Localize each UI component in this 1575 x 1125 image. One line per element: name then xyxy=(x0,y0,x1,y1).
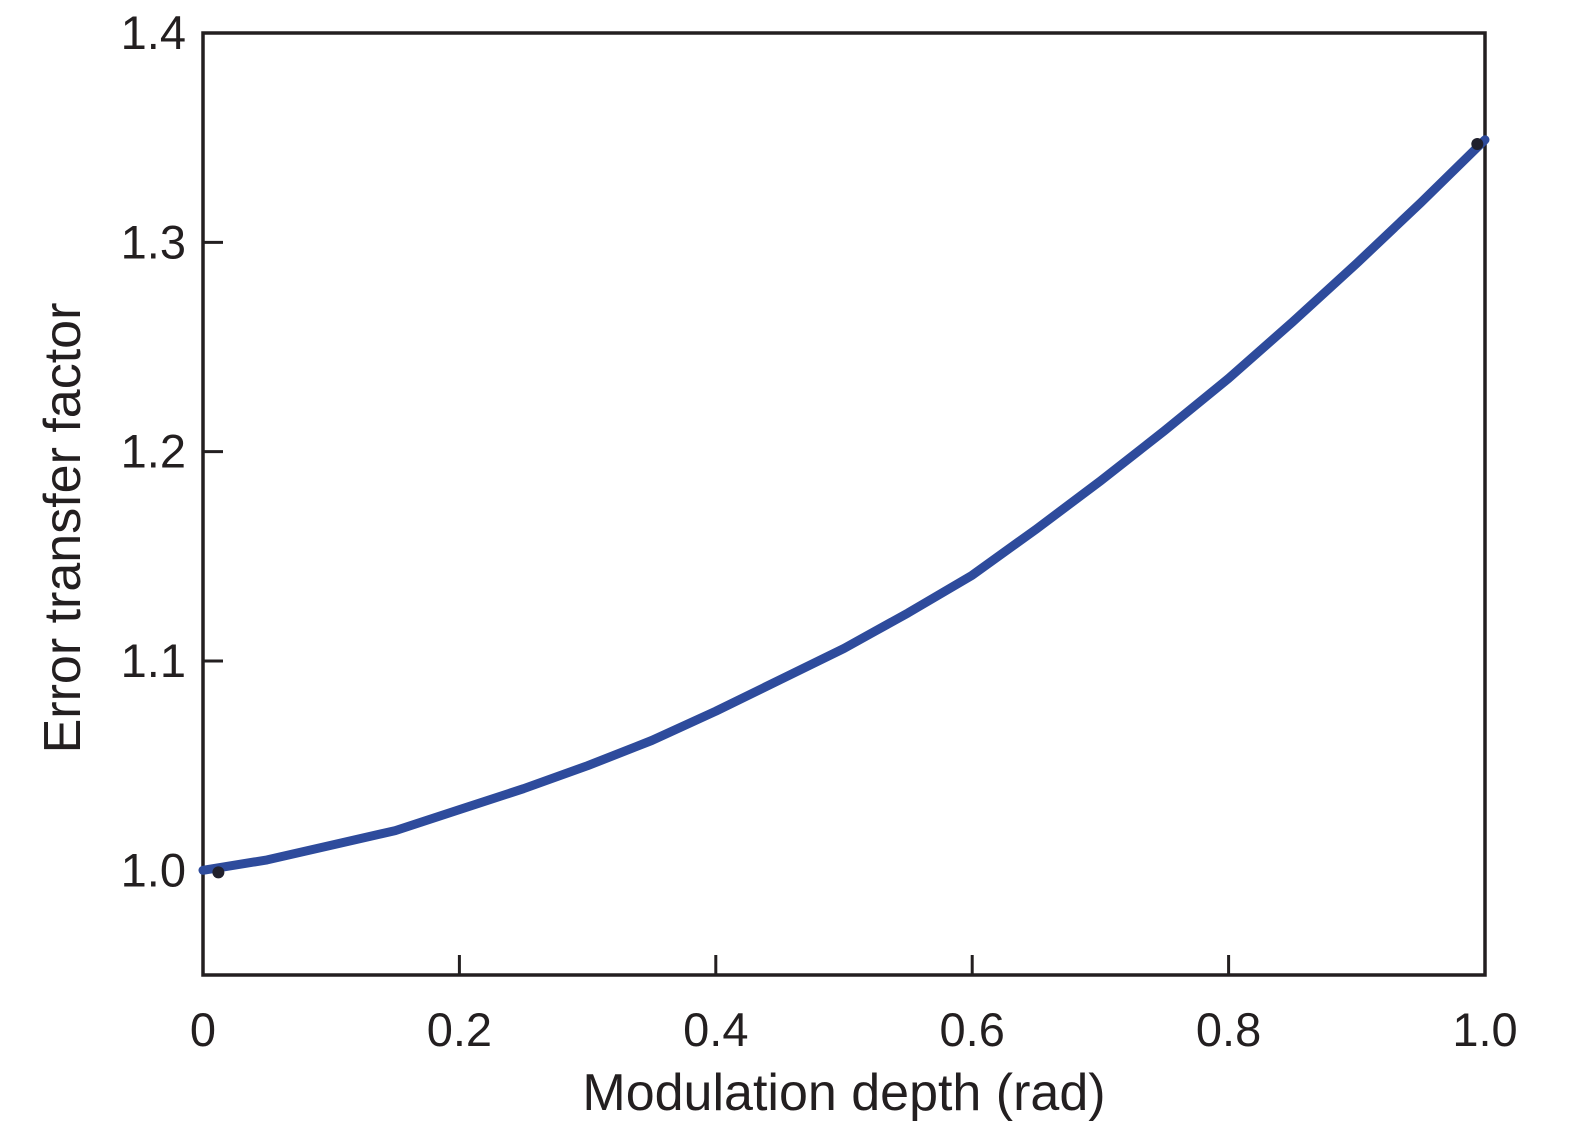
y-tick-label: 1.1 xyxy=(121,634,186,687)
endpoint-markers xyxy=(212,137,1484,879)
y-tick-label: 1.2 xyxy=(121,425,186,478)
x-tick-label: 0 xyxy=(190,1003,216,1056)
endpoint-marker xyxy=(212,866,225,879)
y-tick-label: 1.0 xyxy=(121,843,186,896)
x-axis-label: Modulation depth (rad) xyxy=(582,1064,1105,1122)
data-curve xyxy=(198,135,1490,875)
x-axis-tick-labels: 0 0.2 0.4 0.6 0.8 1.0 xyxy=(190,1003,1518,1056)
endpoint-marker xyxy=(1471,137,1484,150)
x-tick-label: 0.4 xyxy=(683,1003,748,1056)
y-axis-label: Error transfer factor xyxy=(34,303,92,754)
x-tick-label: 0.2 xyxy=(427,1003,492,1056)
x-tick-label: 0.8 xyxy=(1196,1003,1261,1056)
x-axis-ticks xyxy=(201,955,1487,975)
y-tick-label: 1.4 xyxy=(121,6,186,59)
x-tick-label: 0.6 xyxy=(940,1003,1005,1056)
y-axis-tick-labels: 1.0 1.1 1.2 1.3 1.4 xyxy=(121,6,186,896)
y-axis-ticks xyxy=(203,31,223,872)
plot-frame xyxy=(201,31,1487,977)
y-tick-label: 1.3 xyxy=(121,215,186,268)
x-tick-label: 1.0 xyxy=(1452,1003,1517,1056)
